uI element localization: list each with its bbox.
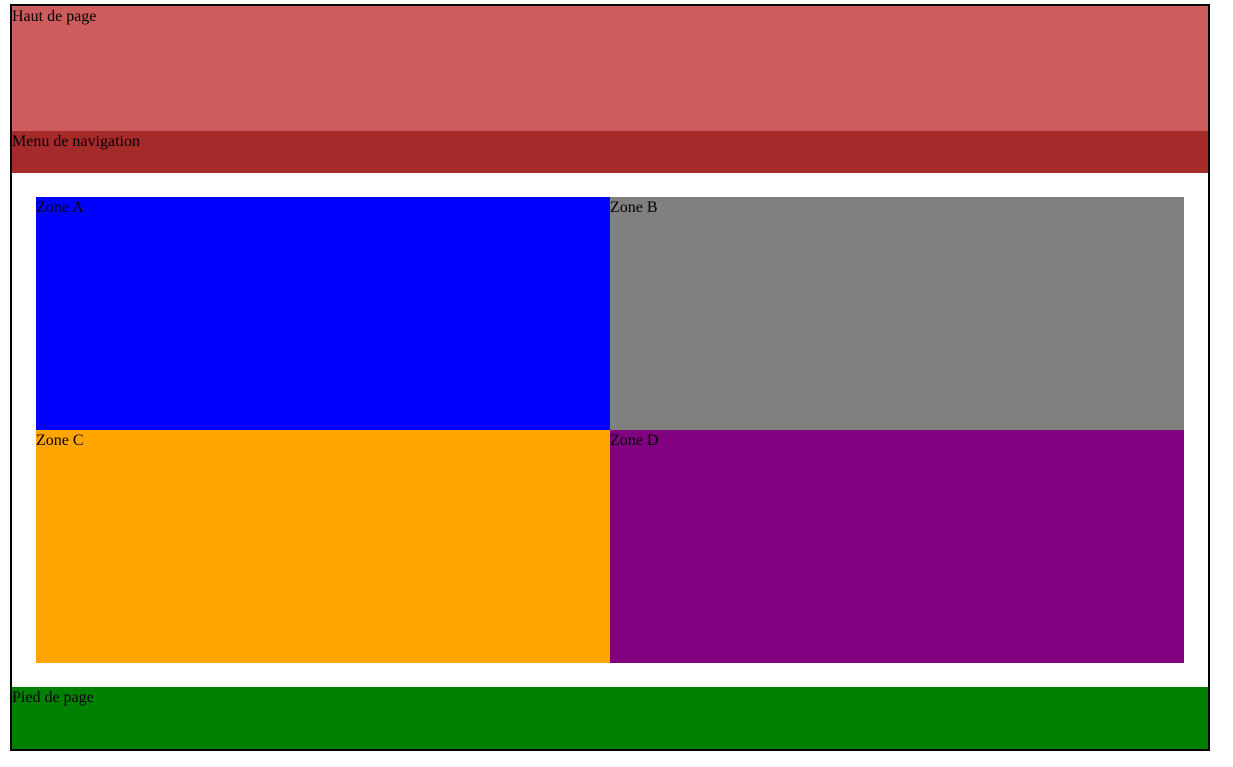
footer-label: Pied de page: [12, 689, 94, 706]
zone-b: Zone B: [610, 197, 1184, 430]
page-footer: Pied de page: [12, 687, 1208, 749]
header-label: Haut de page: [12, 8, 97, 25]
zone-a-label: Zone A: [36, 199, 84, 216]
zone-c-label: Zone C: [36, 432, 84, 449]
navigation-menu: Menu de navigation: [12, 131, 1208, 173]
main-content: Zone A Zone B Zone C Zone D: [12, 173, 1208, 687]
navigation-label: Menu de navigation: [12, 133, 140, 150]
page-container: Haut de page Menu de navigation Zone A Z…: [10, 4, 1210, 751]
zone-d: Zone D: [610, 430, 1184, 663]
zone-b-label: Zone B: [610, 199, 658, 216]
zone-a: Zone A: [36, 197, 610, 430]
zone-c: Zone C: [36, 430, 610, 663]
page-header: Haut de page: [12, 6, 1208, 131]
zone-d-label: Zone D: [610, 432, 659, 449]
